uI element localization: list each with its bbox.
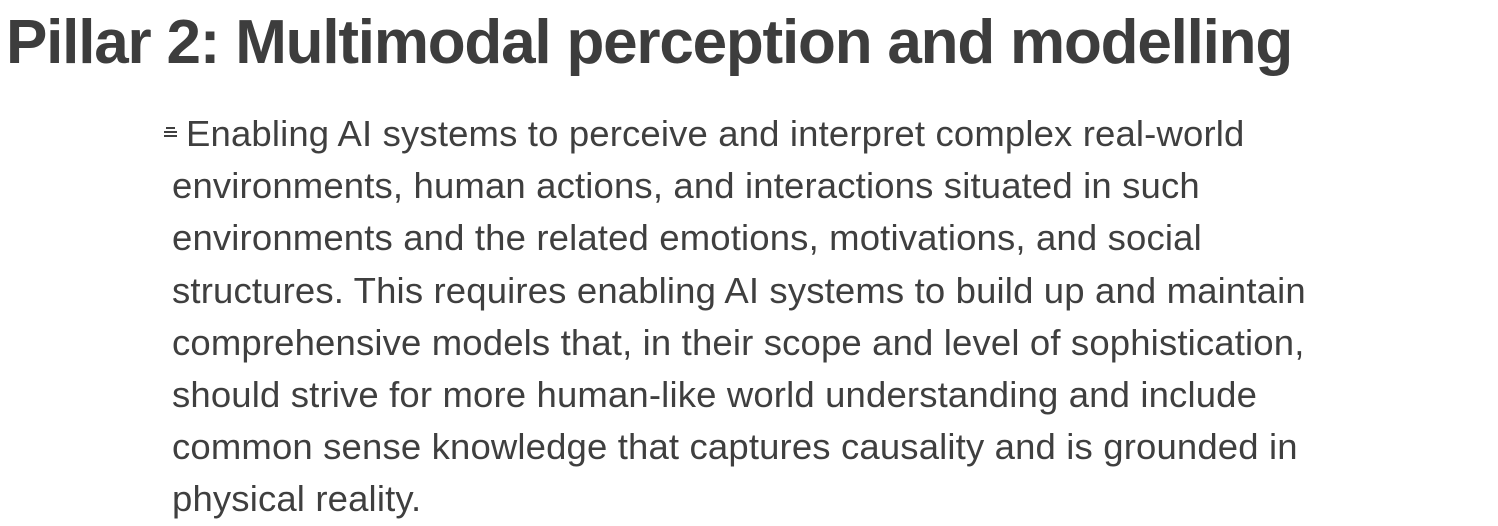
- paragraph-line: structures. This requires enabling AI sy…: [172, 269, 1306, 311]
- list-bullet-icon: [164, 127, 178, 139]
- paragraph-line: environments, human actions, and interac…: [172, 165, 1200, 207]
- paragraph-line: environments and the related emotions, m…: [172, 217, 1202, 259]
- paragraph-line: should strive for more human-like world …: [172, 374, 1258, 416]
- bullet-paragraph: Enabling AI systems to perceive and inte…: [160, 108, 1490, 526]
- page-title: Pillar 2: Multimodal perception and mode…: [6, 8, 1293, 77]
- paragraph-text: Enabling AI systems to perceive and inte…: [160, 108, 1490, 526]
- paragraph-line: comprehensive models that, in their scop…: [172, 321, 1305, 363]
- paragraph-line: Enabling AI systems to perceive and inte…: [186, 113, 1245, 154]
- paragraph-line: common sense knowledge that captures cau…: [172, 426, 1298, 468]
- paragraph-line: physical reality.: [172, 478, 422, 520]
